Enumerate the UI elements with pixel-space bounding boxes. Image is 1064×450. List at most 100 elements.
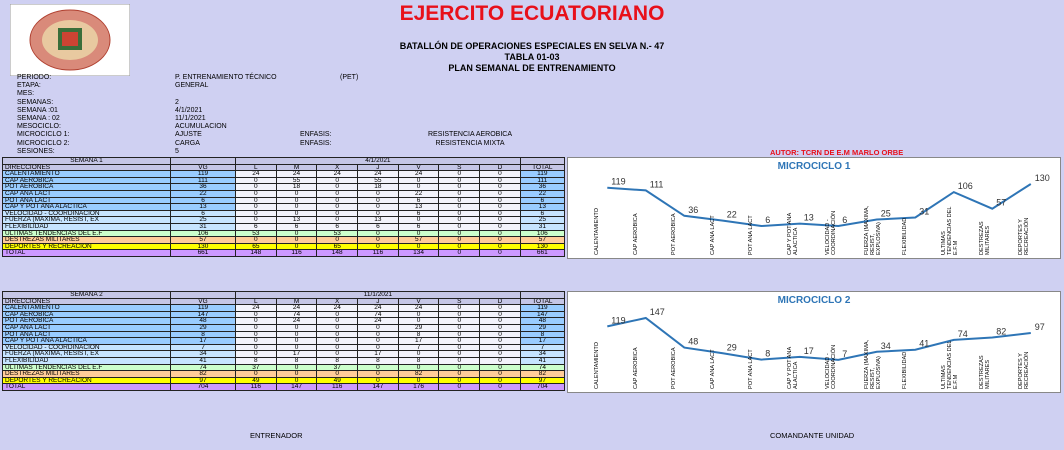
table-row: CAP Y POT ANA ALACTICA 17 0 0 0 0 17 0 0 17 (2, 337, 565, 345)
cell-value: 0 (316, 203, 359, 211)
cell-value: 0 (438, 323, 481, 332)
cell-value: 0 (438, 189, 481, 198)
column-header: J (357, 297, 399, 306)
week-table: SEMANA 1 4/1/2021 DIRECCIONES VG L M X J V S D TOTA… (2, 157, 565, 257)
chart-title: MICROCICLO 1 (778, 161, 851, 172)
cell-value: 49 (235, 376, 277, 385)
cell-value: 0 (438, 222, 481, 231)
cell-value: 0 (479, 376, 521, 385)
plan-title: PLAN SEMANAL DE ENTRENAMIENTO (448, 63, 616, 73)
cell-value: 0 (235, 343, 277, 352)
cell-value: 24 (357, 317, 399, 325)
column-header: V (397, 297, 440, 306)
cell-value: 55 (357, 176, 399, 185)
cell-value: 0 (438, 249, 481, 257)
cell-value: 0 (397, 176, 440, 185)
column-header-row: DIRECCIONES VG L M X J V S D TOTAL (2, 297, 565, 306)
data-label: 25 (881, 209, 891, 219)
column-header: VG (170, 297, 236, 306)
cell-value: 0 (235, 236, 277, 244)
column-header: M (275, 163, 318, 172)
table-row: POT AEROBICA 48 0 24 0 24 0 0 0 48 (2, 317, 565, 325)
table-row: ULTIMAS TENDENCIAS DEL E.F 74 37 0 37 0 0 0 0 74 (2, 363, 565, 372)
cell-value: 24 (397, 170, 440, 178)
column-header: L (235, 163, 277, 172)
cell-value: 119 (170, 304, 236, 312)
cell-value: 0 (438, 350, 481, 358)
header-blank (519, 291, 565, 299)
row-label: FLEXIBILIDAD (2, 222, 171, 231)
cell-value: 0 (316, 236, 359, 244)
header-blank (170, 291, 236, 299)
row-label: TOTAL (2, 249, 171, 257)
cell-value: 0 (479, 236, 521, 244)
cell-value: 0 (357, 376, 399, 385)
cell-value: 0 (235, 209, 277, 218)
cell-value: 29 (519, 323, 565, 332)
row-label: CAP ANA LACT (2, 323, 171, 332)
week-title: SEMANA 1 (2, 157, 171, 165)
cell-value: 0 (438, 203, 481, 211)
logo-emblem (62, 32, 78, 46)
author: AUTOR: TCRN DE E.M MARLO ORBE (770, 148, 904, 157)
cell-value: 0 (275, 376, 318, 385)
cell-value: 24 (275, 317, 318, 325)
cell-value: 0 (235, 189, 277, 198)
cell-value: 0 (438, 363, 481, 372)
category-label: CAP AEROBICA (632, 213, 639, 255)
cell-value: 0 (479, 203, 521, 211)
cell-value: 6 (397, 209, 440, 218)
column-header: S (438, 163, 481, 172)
cell-value: 0 (438, 310, 481, 319)
week-date: 11/1/2021 (235, 291, 521, 299)
cell-value: 24 (235, 170, 277, 178)
data-label: 106 (958, 181, 973, 191)
cell-value: 0 (397, 376, 440, 385)
cell-value: 13 (397, 203, 440, 211)
cell-value: 0 (357, 343, 399, 352)
row-label: FUERZA (MAXIMA, RESIST, EX (2, 216, 171, 224)
cell-value: 0 (479, 216, 521, 224)
cell-value: 0 (438, 216, 481, 224)
data-label: 111 (650, 179, 664, 189)
cell-value: 0 (275, 330, 318, 339)
table-row: CAP ANA LACT 29 0 0 0 0 29 0 0 29 (2, 323, 565, 332)
info-value: 2 (175, 98, 179, 106)
data-label: 7 (842, 349, 847, 359)
row-label: VELOCIDAD - COORDINACIÓN (2, 343, 171, 352)
cell-value: 0 (479, 323, 521, 332)
cell-value: 0 (479, 330, 521, 339)
column-header: S (438, 297, 481, 306)
cell-value: 74 (275, 310, 318, 319)
cell-value: 0 (235, 196, 277, 205)
cell-value: 24 (357, 304, 399, 312)
column-header: D (479, 163, 521, 172)
cell-value: 0 (438, 242, 481, 251)
cell-value: 0 (479, 350, 521, 358)
cell-value: 82 (397, 370, 440, 378)
cell-value: 7 (397, 343, 440, 352)
cell-value: 0 (438, 183, 481, 191)
cell-value: 24 (235, 304, 277, 312)
category-label: CAP ANA LACT (709, 215, 716, 255)
cell-value: 0 (275, 343, 318, 352)
cell-value: 0 (438, 383, 481, 391)
table-row: DESTREZAS MILITARES 82 0 0 0 0 82 0 0 82 (2, 370, 565, 378)
cell-value: 6 (397, 196, 440, 205)
category-label: FUERZA (MAXIMA, RESIST, EXPLOSIVA) (863, 339, 882, 389)
cell-value: 0 (479, 189, 521, 198)
row-label: ULTIMAS TENDENCIAS DEL E.F (2, 363, 171, 372)
cell-value: 134 (397, 249, 440, 257)
data-label: 119 (611, 177, 625, 187)
data-label: 119 (611, 315, 625, 325)
cell-value: 82 (170, 370, 236, 378)
cell-value: 48 (519, 317, 565, 325)
cell-value: 0 (235, 317, 277, 325)
cell-value: 704 (170, 383, 236, 391)
column-header: DIRECCIONES (2, 297, 171, 306)
cell-value: 0 (275, 229, 318, 238)
cell-value: 8 (316, 356, 359, 365)
info-label: ETAPA: (17, 82, 41, 90)
cell-value: 148 (316, 249, 359, 257)
cell-value: 0 (357, 330, 399, 339)
